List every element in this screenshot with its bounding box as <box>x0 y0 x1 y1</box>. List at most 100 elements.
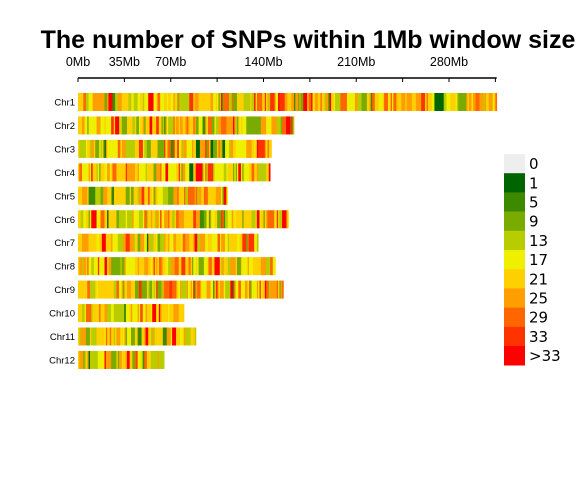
snp-window-cell <box>198 186 201 205</box>
snp-window-cell <box>158 210 161 229</box>
snp-window-cell <box>78 186 80 205</box>
snp-window-cell <box>108 280 111 299</box>
snp-window-cell <box>104 327 107 346</box>
snp-window-cell <box>160 304 162 323</box>
snp-window-cell <box>113 210 116 229</box>
snp-window-cell <box>418 93 421 111</box>
snp-window-cell <box>107 280 109 299</box>
snp-window-cell <box>141 280 144 299</box>
snp-window-cell <box>193 257 195 276</box>
snp-window-cell <box>268 280 271 299</box>
snp-window-cell <box>189 210 191 229</box>
snp-window-cell <box>144 304 146 323</box>
snp-window-cell <box>100 116 103 135</box>
snp-window-cell <box>101 304 104 323</box>
snp-window-cell <box>156 116 158 135</box>
snp-window-cell <box>111 280 113 299</box>
snp-window-cell <box>146 327 149 346</box>
snp-window-cell <box>263 139 266 158</box>
snp-window-cell <box>107 93 109 111</box>
snp-window-cell <box>187 93 190 111</box>
snp-window-cell <box>201 139 203 158</box>
snp-window-cell <box>471 93 474 111</box>
snp-window-cell <box>495 93 498 111</box>
snp-window-cell <box>124 163 127 182</box>
snp-window-cell <box>492 93 495 111</box>
snp-window-cell <box>415 93 418 111</box>
snp-window-cell <box>119 210 121 229</box>
snp-window-cell <box>112 327 115 346</box>
snp-window-cell <box>83 304 85 323</box>
snp-window-cell <box>79 233 81 252</box>
snp-window-cell <box>274 116 276 135</box>
snp-window-cell <box>84 139 87 158</box>
snp-window-cell <box>121 93 124 111</box>
snp-window-cell <box>340 93 343 111</box>
snp-window-cell <box>156 350 158 369</box>
snp-window-cell <box>145 93 148 111</box>
snp-window-cell <box>221 257 223 276</box>
snp-window-cell <box>227 139 230 158</box>
snp-window-cell <box>140 280 142 299</box>
snp-window-cell <box>164 139 166 158</box>
snp-window-cell <box>160 327 162 346</box>
snp-window-cell <box>153 257 156 276</box>
snp-window-cell <box>156 139 158 158</box>
snp-window-cell <box>145 186 148 205</box>
snp-window-cell <box>140 93 142 111</box>
snp-window-cell <box>172 116 174 135</box>
snp-window-cell <box>99 233 101 252</box>
snp-window-cell <box>113 304 116 323</box>
snp-window-cell <box>262 280 264 299</box>
snp-window-cell <box>173 186 176 205</box>
snp-window-cell <box>231 93 234 111</box>
snp-window-cell <box>88 350 91 369</box>
snp-window-cell <box>154 350 157 369</box>
snp-window-cell <box>169 139 172 158</box>
snp-window-cell <box>218 233 221 252</box>
snp-window-cell <box>176 139 178 158</box>
snp-window-cell <box>116 139 119 158</box>
snp-window-cell <box>190 257 193 276</box>
snp-window-cell <box>124 139 127 158</box>
snp-window-cell <box>300 93 303 111</box>
snp-window-cell <box>92 186 95 205</box>
snp-window-cell <box>153 139 156 158</box>
snp-window-cell <box>185 233 187 252</box>
snp-window-cell <box>237 233 239 252</box>
snp-window-cell <box>131 304 133 323</box>
snp-window-cell <box>89 116 92 135</box>
snp-window-cell <box>92 139 95 158</box>
snp-window-cell <box>128 280 131 299</box>
snp-window-cell <box>79 163 81 182</box>
snp-window-cell <box>133 186 136 205</box>
snp-window-cell <box>260 280 263 299</box>
snp-window-cell <box>262 257 264 276</box>
snp-window-cell <box>376 93 378 111</box>
snp-window-cell <box>134 233 137 252</box>
snp-window-cell <box>286 210 288 229</box>
snp-window-cell <box>190 116 193 135</box>
snp-window-cell <box>120 163 123 182</box>
snp-window-cell <box>168 304 170 323</box>
snp-window-cell <box>315 93 317 111</box>
snp-window-cell <box>123 93 125 111</box>
snp-window-cell <box>468 93 471 111</box>
snp-window-cell <box>78 163 80 182</box>
snp-window-cell <box>435 93 438 111</box>
snp-window-cell <box>162 257 165 276</box>
snp-window-cell <box>464 93 467 111</box>
snp-window-cell <box>128 93 131 111</box>
snp-window-cell <box>95 327 97 346</box>
snp-window-cell <box>248 233 251 252</box>
snp-window-cell <box>234 93 237 111</box>
snp-window-cell <box>243 163 246 182</box>
snp-window-cell <box>93 186 96 205</box>
snp-window-cell <box>252 280 255 299</box>
snp-window-cell <box>181 93 184 111</box>
snp-window-cell <box>206 139 209 158</box>
snp-window-cell <box>78 116 80 135</box>
snp-window-cell <box>244 163 247 182</box>
snp-window-cell <box>87 304 89 323</box>
snp-window-cell <box>182 186 185 205</box>
